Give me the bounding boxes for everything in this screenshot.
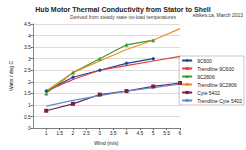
svg-text:9C600: 9C600 bbox=[197, 58, 212, 64]
svg-text:5: 5 bbox=[152, 130, 155, 136]
svg-text:9C2806: 9C2806 bbox=[197, 74, 215, 80]
svg-text:1: 1 bbox=[28, 102, 31, 108]
svg-text:Trendline 9C2806: Trendline 9C2806 bbox=[197, 82, 237, 88]
svg-text:2.5: 2.5 bbox=[24, 67, 31, 73]
svg-text:5.5: 5.5 bbox=[163, 130, 170, 136]
svg-text:1.5: 1.5 bbox=[24, 90, 31, 96]
svg-text:Derived from steady state no-l: Derived from steady state no-load temper… bbox=[70, 14, 176, 20]
svg-text:4: 4 bbox=[28, 33, 31, 39]
svg-text:Wind (m/s): Wind (m/s) bbox=[94, 140, 119, 146]
svg-text:Cyte 5402: Cyte 5402 bbox=[197, 90, 220, 96]
svg-text:4.5: 4.5 bbox=[136, 130, 143, 136]
svg-text:Trendline 9C600: Trendline 9C600 bbox=[197, 66, 234, 72]
svg-text:Trendline Cyte 5402: Trendline Cyte 5402 bbox=[197, 98, 242, 104]
svg-text:4.5: 4.5 bbox=[24, 21, 31, 27]
svg-text:3.5: 3.5 bbox=[24, 44, 31, 50]
svg-text:0: 0 bbox=[28, 125, 31, 131]
svg-text:Hub Motor Thermal Conductivity: Hub Motor Thermal Conductivity from Stat… bbox=[35, 6, 211, 13]
svg-text:3: 3 bbox=[98, 130, 101, 136]
svg-text:0.5: 0.5 bbox=[24, 114, 31, 120]
svg-text:2: 2 bbox=[72, 130, 75, 136]
svg-text:4: 4 bbox=[125, 130, 128, 136]
svg-text:1.5: 1.5 bbox=[56, 130, 63, 136]
svg-text:3.5: 3.5 bbox=[110, 130, 117, 136]
svg-text:2.5: 2.5 bbox=[83, 130, 90, 136]
svg-text:1: 1 bbox=[45, 130, 48, 136]
svg-text:2: 2 bbox=[28, 79, 31, 85]
svg-text:6: 6 bbox=[179, 130, 182, 136]
svg-text:ebikes.ca, March 2013: ebikes.ca, March 2013 bbox=[192, 11, 243, 18]
svg-text:Watts / deg C: Watts / deg C bbox=[8, 61, 14, 91]
svg-text:3: 3 bbox=[28, 56, 31, 62]
